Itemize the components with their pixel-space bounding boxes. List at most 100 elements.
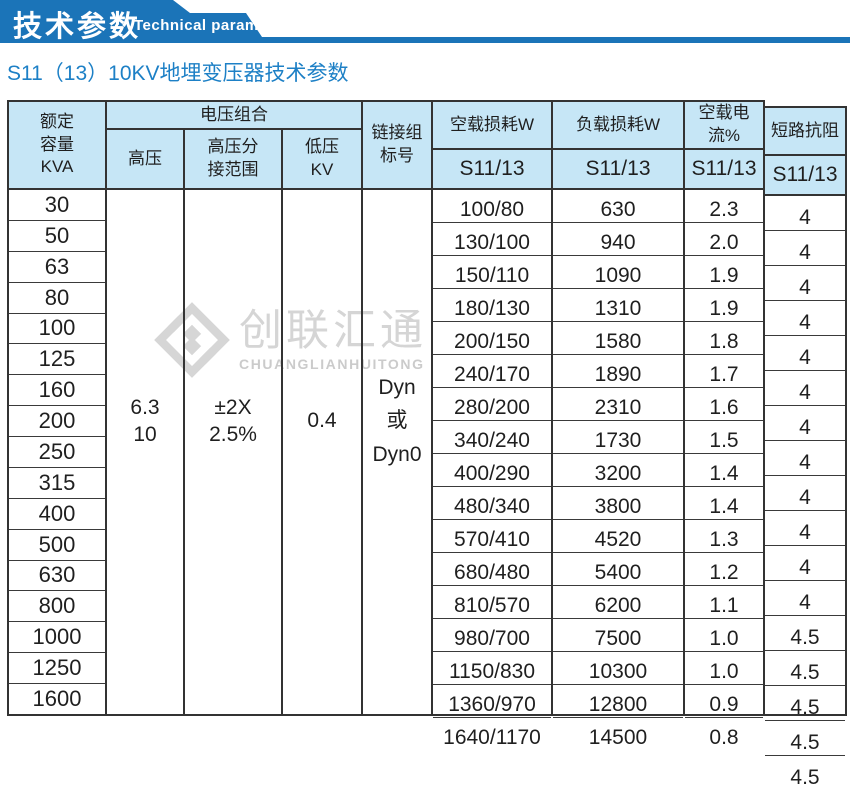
- merged-cell-tap-range: ±2X 2.5%: [209, 395, 257, 446]
- cell-current: 1.6: [685, 388, 763, 421]
- cell-kva: 63: [9, 252, 105, 283]
- col-high-voltage: 高压 6.3 10: [107, 130, 185, 714]
- cell-kva: 200: [9, 406, 105, 437]
- cell-kva: 80: [9, 283, 105, 314]
- col-voltage-group: 电压组合 高压 6.3 10 高压分 接范围 ±2X 2.5% 低压 KV 0.…: [107, 100, 363, 716]
- header-voltage-group: 电压组合: [107, 102, 361, 130]
- cell-impedance: 4: [765, 546, 845, 581]
- col-low-voltage: 低压 KV 0.4: [283, 130, 361, 714]
- rated-capacity-rows: 30 50 63 80 100 125 160 200 250 315 400 500 630 800 10…: [9, 190, 105, 714]
- cell-noload: 810/570: [433, 586, 551, 619]
- col-short-circuit-impedance: 短路抗阻 S11/13 4 4 4 4 4 4 4 4 4 4 4 4 4.5 4.5 4.5 4.5 4.5: [765, 106, 847, 789]
- cell-load: 12800: [553, 685, 683, 718]
- load-loss-rows: 630 940 1090 1310 1580 1890 2310 1730 3200 3800 45…: [553, 190, 683, 750]
- cell-kva: 630: [9, 561, 105, 592]
- cell-kva: 50: [9, 221, 105, 252]
- cell-current: 1.8: [685, 322, 763, 355]
- header-connection-group: 链接组 标号: [363, 102, 431, 190]
- merged-cell-high-voltage: 6.3 10: [130, 395, 160, 446]
- header-noload-current-s11: S11/13: [685, 150, 763, 190]
- banner-shape: [0, 0, 850, 43]
- cell-current: 1.3: [685, 520, 763, 553]
- cell-kva: 100: [9, 314, 105, 345]
- cell-noload: 150/110: [433, 256, 551, 289]
- header-load-loss-s11: S11/13: [553, 150, 683, 190]
- cell-noload: 240/170: [433, 355, 551, 388]
- cell-noload: 1640/1170: [443, 726, 541, 749]
- header-tap-range: 高压分 接范围: [185, 130, 281, 190]
- col-rated-capacity: 额定 容量 KVA 30 50 63 80 100 125 160 200 250 315 400 5…: [7, 100, 107, 716]
- cell-load: 1090: [553, 256, 683, 289]
- top-banner: 技术参数 Technical parameter: [0, 0, 850, 44]
- cell-kva: 400: [9, 499, 105, 530]
- cell-load: 6200: [553, 586, 683, 619]
- cell-load: 3800: [553, 487, 683, 520]
- header-noload-loss-s11: S11/13: [433, 150, 551, 190]
- cell-kva: 250: [9, 437, 105, 468]
- cell-current: 0.9: [685, 685, 763, 718]
- cell-noload: 1360/970: [433, 685, 551, 718]
- col-tap-range: 高压分 接范围 ±2X 2.5%: [185, 130, 283, 714]
- cell-current: 1.4: [685, 454, 763, 487]
- cell-load: 10300: [553, 652, 683, 685]
- cell-load: 2310: [553, 388, 683, 421]
- cell-current: 2.0: [685, 223, 763, 256]
- cell-kva: 800: [9, 591, 105, 623]
- cell-current: 1.5: [685, 421, 763, 454]
- noload-loss-rows: 100/80 130/100 150/110 180/130 200/150 240/17…: [433, 190, 551, 750]
- cell-current: 1.9: [685, 289, 763, 322]
- col-load-loss: 负载损耗W S11/13 630 940 1090 1310 1580 1890 2310 1…: [553, 100, 685, 749]
- cell-kva: 1000: [9, 622, 105, 654]
- cell-noload: 340/240: [433, 421, 551, 454]
- cell-impedance: 4: [765, 231, 845, 266]
- cell-current: 1.0: [685, 619, 763, 652]
- cell-noload: 280/200: [433, 388, 551, 421]
- cell-current: 1.9: [685, 256, 763, 289]
- cell-impedance: 4.5: [765, 616, 845, 651]
- header-rated-capacity: 额定 容量 KVA: [9, 102, 105, 190]
- impedance-rows: 4 4 4 4 4 4 4 4 4 4 4 4 4.5 4.5 4.5 4.5 4.5: [765, 196, 845, 790]
- cell-current: 0.8: [709, 726, 739, 749]
- cell-noload: 570/410: [433, 520, 551, 553]
- banner-subtitle-en: Technical parameter: [134, 17, 289, 34]
- cell-noload: 130/100: [433, 223, 551, 256]
- cell-load: 7500: [553, 619, 683, 652]
- header-load-loss: 负载损耗W: [553, 102, 683, 150]
- cell-noload: 480/340: [433, 487, 551, 520]
- cell-impedance: 4: [765, 441, 845, 476]
- col-connection-group: 链接组 标号 Dyn 或 Dyn0: [363, 100, 433, 716]
- cell-impedance: 4.5: [765, 721, 845, 756]
- cell-kva: 125: [9, 344, 105, 376]
- cell-load: 1310: [553, 289, 683, 322]
- cell-impedance: 4: [765, 581, 845, 616]
- col-noload-loss: 空载损耗W S11/13 100/80 130/100 150/110 180/130…: [433, 100, 553, 749]
- col-noload-current: 空载电流% S11/13 2.3 2.0 1.9 1.9 1.8 1.7 1.6 1.5 1.4…: [685, 100, 765, 749]
- header-noload-current: 空载电流%: [685, 102, 763, 150]
- header-noload-loss: 空载损耗W: [433, 102, 551, 150]
- cell-impedance: 4: [765, 476, 845, 511]
- merged-cell-connection-group: Dyn 或 Dyn0: [372, 375, 422, 466]
- cell-noload: 400/290: [433, 454, 551, 487]
- cell-impedance: 4: [765, 511, 845, 546]
- header-high-voltage: 高压: [107, 130, 183, 190]
- merged-cell-low-voltage: 0.4: [307, 409, 337, 433]
- cell-load: 1580: [553, 322, 683, 355]
- cell-load: 4520: [553, 520, 683, 553]
- cell-noload: 980/700: [433, 619, 551, 652]
- cell-kva: 1250: [9, 653, 105, 684]
- cell-kva: 1600: [32, 685, 82, 711]
- cell-impedance: 4: [765, 406, 845, 441]
- header-low-voltage: 低压 KV: [283, 130, 361, 190]
- cell-load: 1890: [553, 355, 683, 388]
- cell-impedance: 4: [765, 196, 845, 231]
- cell-impedance: 4: [765, 266, 845, 301]
- cell-noload: 180/130: [433, 289, 551, 322]
- cell-impedance: 4: [765, 371, 845, 406]
- cell-current: 2.3: [685, 190, 763, 223]
- cell-load: 630: [553, 190, 683, 223]
- banner-title: 技术参数: [13, 11, 142, 43]
- cell-load: 14500: [588, 726, 648, 749]
- cell-kva: 160: [9, 375, 105, 407]
- voltage-group-body: 高压 6.3 10 高压分 接范围 ±2X 2.5% 低压 KV 0.4: [107, 130, 361, 714]
- cell-impedance: 4: [765, 301, 845, 336]
